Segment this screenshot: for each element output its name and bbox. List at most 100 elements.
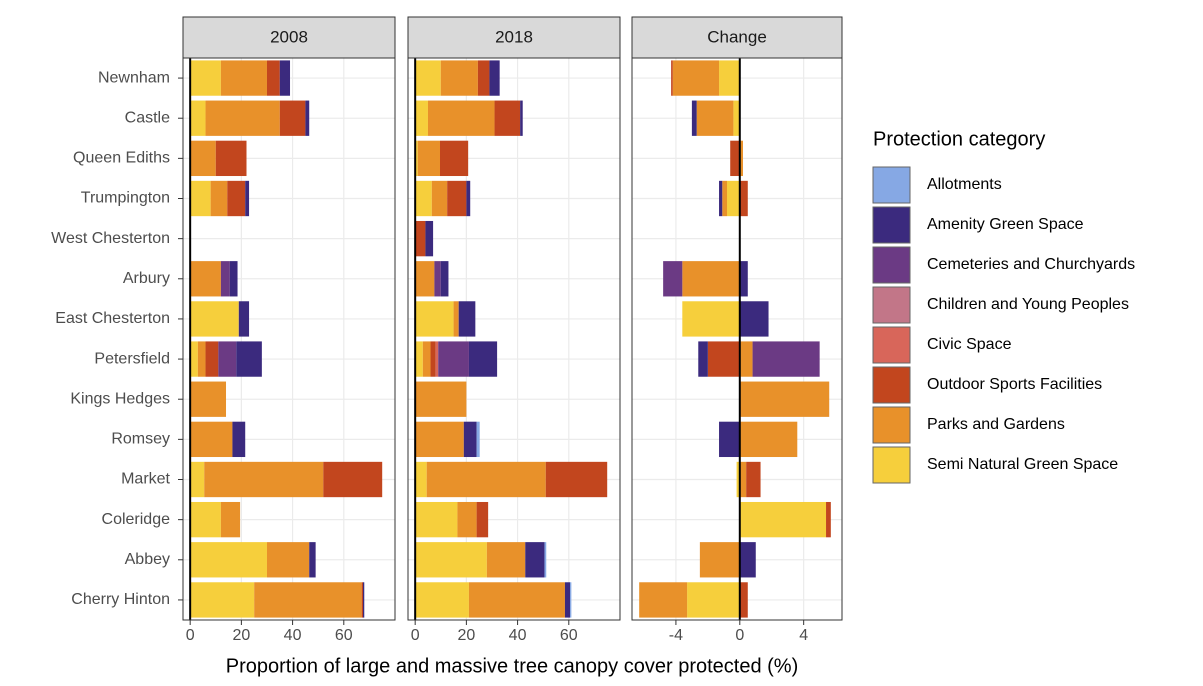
bar-segment xyxy=(415,60,441,96)
legend-key xyxy=(872,206,911,244)
legend-key xyxy=(872,286,911,324)
bar-segment xyxy=(752,341,820,377)
bar-segment xyxy=(719,180,723,217)
legend-label: Outdoor Sports Facilities xyxy=(927,376,1102,393)
legend-box xyxy=(858,118,1203,558)
bar-segment xyxy=(739,301,769,337)
bar-segment xyxy=(218,341,237,377)
bar-segment xyxy=(220,60,267,96)
legend-key xyxy=(872,246,911,284)
y-tick-label: West Chesterton xyxy=(51,230,170,247)
legend-key xyxy=(872,166,911,204)
legend-label: Civic Space xyxy=(927,336,1012,353)
bar-segment xyxy=(458,301,476,337)
legend-key xyxy=(872,406,911,444)
bar-segment xyxy=(476,501,489,538)
bar-segment xyxy=(266,60,280,96)
bar-segment xyxy=(190,301,239,337)
x-tick-label: 0 xyxy=(186,627,195,644)
y-tick-label: Kings Hedges xyxy=(70,390,170,407)
bar-segment xyxy=(698,341,708,377)
panel-border xyxy=(631,57,843,621)
legend-label: Children and Young Peoples xyxy=(927,296,1129,313)
bar-segment xyxy=(696,100,734,136)
bar-segment xyxy=(570,582,572,618)
bar-segment xyxy=(476,421,480,458)
x-tick-label: -4 xyxy=(669,627,683,644)
bar-segment xyxy=(190,501,221,538)
bar-segment xyxy=(739,381,830,417)
bar-segment xyxy=(739,421,798,458)
bar-segment xyxy=(722,180,728,217)
bar-segment xyxy=(739,180,748,217)
bar-segment xyxy=(190,60,221,96)
facet-title: 2018 xyxy=(495,27,533,46)
bar-segment xyxy=(466,180,471,217)
bar-segment xyxy=(232,421,246,458)
x-tick-label: 0 xyxy=(411,627,420,644)
bar-segment xyxy=(220,261,230,297)
y-tick-label: Queen Ediths xyxy=(73,150,170,167)
bar-segment xyxy=(431,180,448,217)
y-tick-label: Newnham xyxy=(98,69,170,86)
bar-segment xyxy=(544,542,547,578)
bar-segment xyxy=(699,542,740,578)
bar-segment xyxy=(682,261,740,297)
x-tick-label: 40 xyxy=(284,627,302,644)
bar-segment xyxy=(279,60,291,96)
bar-segment xyxy=(425,220,434,257)
bar-segment xyxy=(415,261,435,297)
bar-segment xyxy=(190,381,227,417)
bar-segment xyxy=(719,421,740,458)
bar-segment xyxy=(447,180,467,217)
bar-segment xyxy=(415,582,469,618)
bar-segment xyxy=(323,461,383,498)
bar-segment xyxy=(190,421,233,458)
bar-segment xyxy=(663,261,683,297)
y-tick-label: East Chesterton xyxy=(55,310,170,327)
bar-segment xyxy=(415,341,423,377)
bar-segment xyxy=(440,60,478,96)
bar-segment xyxy=(453,301,459,337)
bar-segment xyxy=(489,60,500,96)
bar-segment xyxy=(739,461,747,498)
bar-segment xyxy=(227,180,246,217)
bar-segment xyxy=(238,301,250,337)
bar-segment xyxy=(197,341,206,377)
bar-segment xyxy=(520,100,523,136)
bar-segment xyxy=(739,140,743,177)
bar-segment xyxy=(215,140,247,177)
facet-strip xyxy=(631,16,843,59)
legend-key xyxy=(872,446,911,484)
bar-segment xyxy=(427,100,495,136)
bar-segment xyxy=(736,461,740,498)
bar-segment xyxy=(682,301,740,337)
bar-segment xyxy=(415,140,418,177)
x-tick-label: 60 xyxy=(560,627,578,644)
legend-title: Protection category xyxy=(873,128,1045,150)
bar-segment xyxy=(739,261,748,297)
y-tick-label: Petersfield xyxy=(94,350,170,367)
bar-segment xyxy=(190,180,211,217)
bar-segment xyxy=(739,341,753,377)
bar-segment xyxy=(190,582,255,618)
bar-segment xyxy=(415,461,427,498)
bar-segment xyxy=(309,542,316,578)
x-tick-label: 4 xyxy=(799,627,808,644)
bar-segment xyxy=(719,60,740,96)
bar-segment xyxy=(190,140,216,177)
bar-segment xyxy=(707,341,740,377)
bar-segment xyxy=(236,341,262,377)
bar-segment xyxy=(687,582,740,618)
bar-segment xyxy=(486,542,526,578)
facet-title: Change xyxy=(707,27,767,46)
bar-segment xyxy=(254,582,362,618)
bar-segment xyxy=(220,501,241,538)
bar-segment xyxy=(494,100,521,136)
bar-segment xyxy=(739,501,827,538)
bar-segment xyxy=(266,542,310,578)
legend-label: Semi Natural Green Space xyxy=(927,456,1118,473)
bar-segment xyxy=(415,220,426,257)
y-tick-label: Arbury xyxy=(123,270,170,287)
